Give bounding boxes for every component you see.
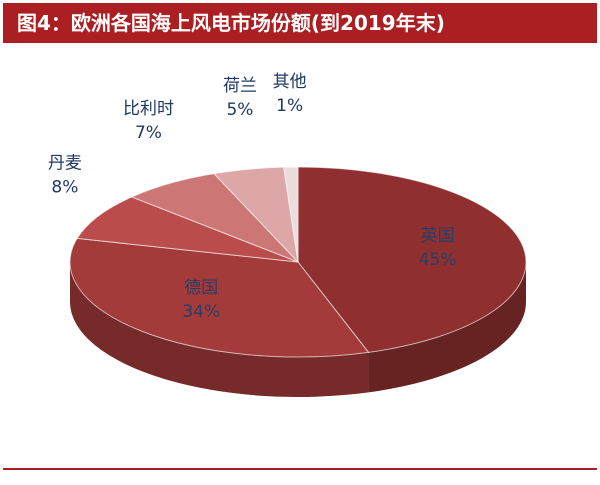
pie-side-英国 — [368, 262, 526, 393]
pie-label-value: 45% — [419, 250, 457, 270]
pie-label-name: 丹麦 — [48, 153, 82, 173]
pie-slice-丹麦 — [76, 196, 299, 263]
pie-label-name: 英国 — [421, 226, 455, 246]
pie-label-value: 7% — [135, 123, 162, 143]
pie-slice-英国 — [297, 166, 527, 353]
pie-labels: 英国 45% 德国 34% 丹麦 8% 比利时 7% 荷兰 5% 其他 1% — [48, 72, 457, 322]
pie-label-name: 比利时 — [123, 99, 174, 119]
pie-label-name: 其他 — [273, 72, 307, 92]
pie-chart: 英国 45% 德国 34% 丹麦 8% 比利时 7% 荷兰 5% 其他 1% — [48, 72, 527, 398]
pie-slice-德国 — [69, 237, 370, 358]
pie-label-value: 1% — [276, 96, 303, 116]
pie-label-name: 荷兰 — [223, 76, 257, 96]
pie-label-value: 5% — [226, 100, 253, 120]
bottom-rule — [3, 468, 597, 470]
pie-label-value: 34% — [182, 302, 220, 322]
pie-sides — [70, 262, 526, 398]
pie-slice-其他 — [283, 166, 299, 263]
pie-label-name: 德国 — [184, 278, 218, 298]
figure-title: 图4：欧洲各国海上风电市场份额(到2019年末) — [3, 3, 597, 43]
pie-label-value: 8% — [51, 177, 78, 197]
pie-side-德国 — [70, 262, 369, 398]
pie-slices — [69, 166, 527, 358]
